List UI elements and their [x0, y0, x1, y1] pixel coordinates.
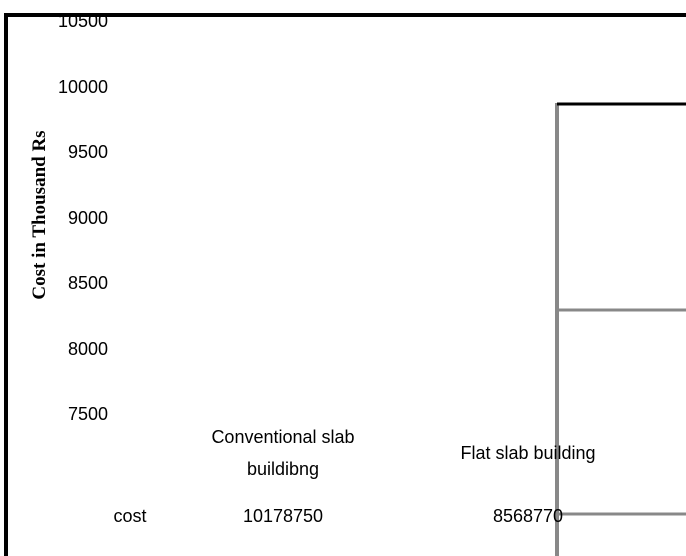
- table-value: 8568770: [492, 506, 564, 526]
- x-category-label: Flat slab building: [460, 443, 596, 463]
- y-axis-label: Cost in Thousand Rs: [29, 130, 50, 300]
- y-tick-label: 7500: [67, 404, 108, 424]
- y-tick-label: 9500: [67, 142, 108, 162]
- y-tick-label: 10000: [57, 76, 108, 97]
- y-tick-label: 10500: [57, 11, 108, 31]
- y-tick-label: 8500: [67, 273, 108, 293]
- y-tick-label: 8000: [67, 338, 108, 359]
- x-category-label: Conventional slab buildibng: [211, 427, 355, 479]
- y-tick-label: 9000: [67, 207, 108, 228]
- table-row-label: cost: [113, 506, 147, 526]
- table-value: 10178750: [242, 506, 324, 526]
